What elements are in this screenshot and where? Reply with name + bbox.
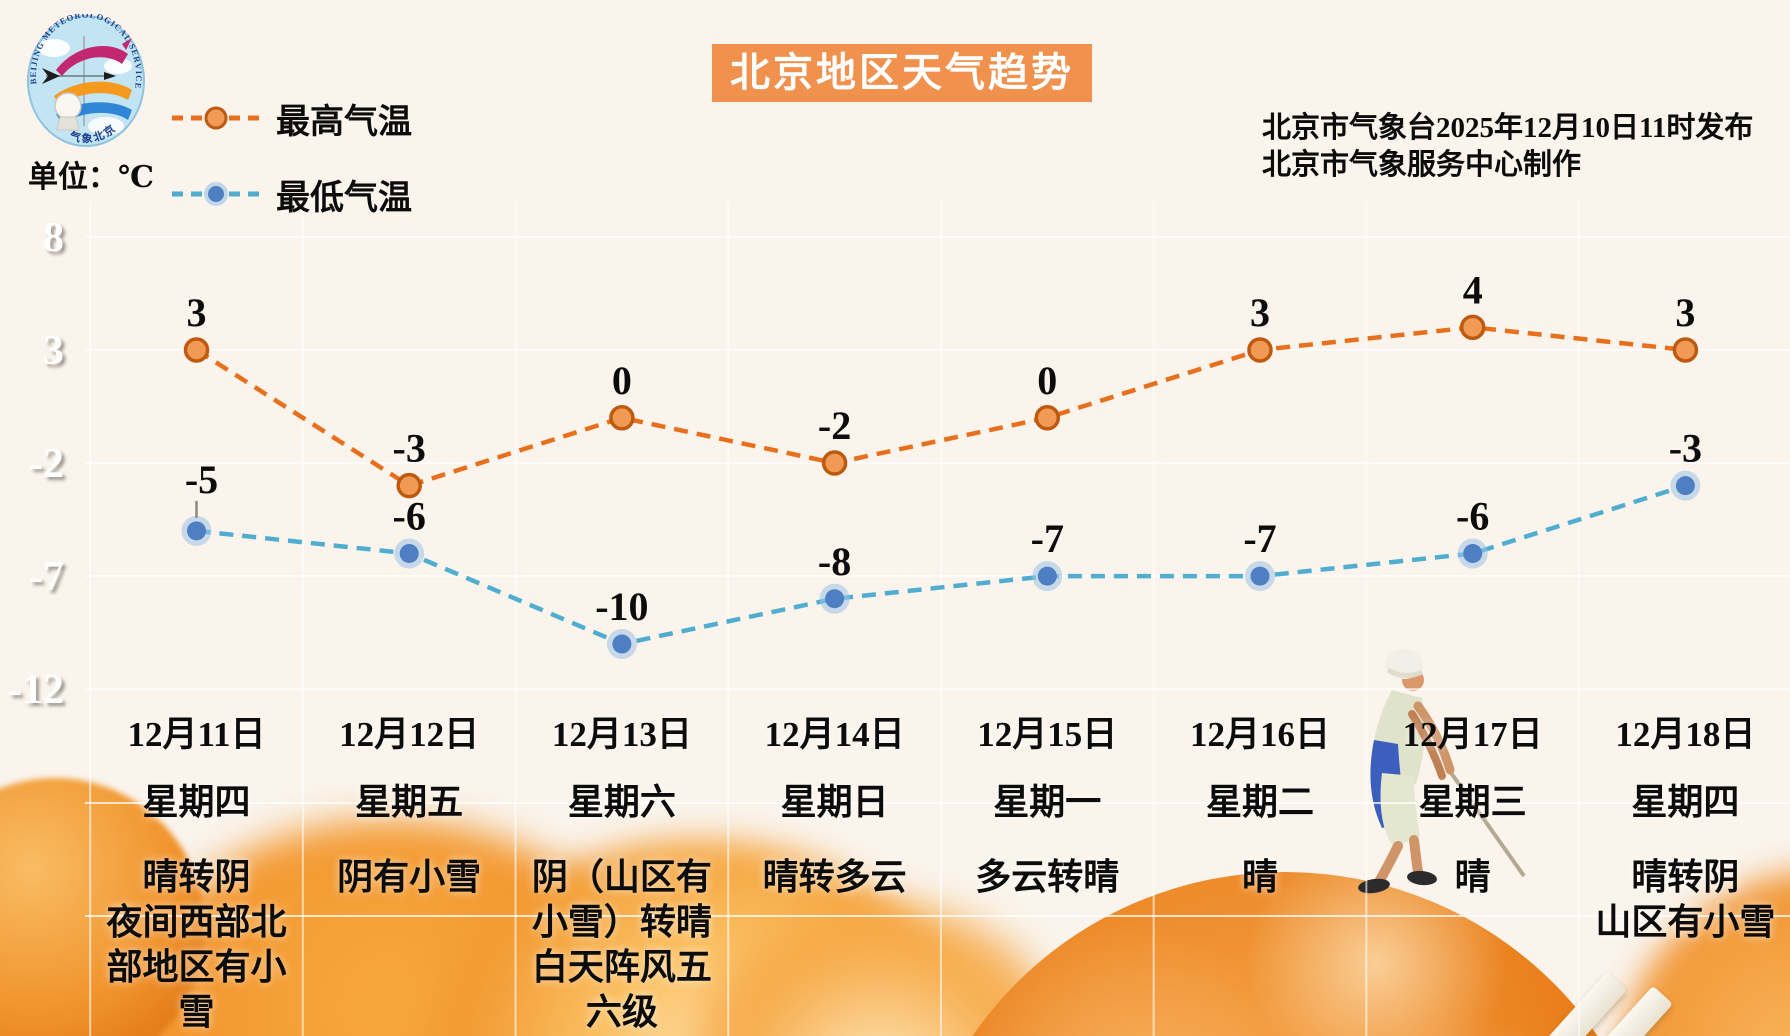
- low-temp-data-point: [1250, 566, 1270, 586]
- logo-cloud: [88, 117, 124, 135]
- day-date-label: 12月18日: [1615, 715, 1756, 754]
- day-date-label: 12月11日: [127, 715, 266, 754]
- logo-red-ribbon: [56, 46, 128, 76]
- issuer-info: 北京市气象台2025年12月10日11时发布 北京市气象服务中心制作: [1262, 110, 1753, 184]
- high-temp-value-label: 3: [187, 290, 207, 335]
- figure-shoe: [1407, 870, 1437, 886]
- y-axis-tick-label: 8: [43, 215, 64, 261]
- low-temp-value-label: -3: [1669, 426, 1702, 471]
- high-temp-data-point: [1034, 405, 1061, 431]
- low-temp-data-point-halo: [1457, 538, 1488, 569]
- issuer-line-2: 北京市气象服务中心制作: [1262, 149, 1582, 181]
- y-axis-tick-label: -7: [29, 554, 64, 600]
- low-temp-value-label: -5: [185, 457, 218, 502]
- legend-item-low: 最低气温: [170, 168, 412, 220]
- day-weekday-label: 星期一: [993, 782, 1102, 822]
- issuer-line-1: 北京市气象台2025年12月10日11时发布: [1262, 112, 1754, 144]
- low-temp-data-point: [1463, 544, 1483, 564]
- low-temp-data-point: [825, 589, 845, 609]
- high-temp-data-point: [396, 472, 422, 499]
- figure-arm: [1408, 710, 1446, 780]
- day-weather-text: 多云转晴: [941, 855, 1154, 900]
- high-temp-data-point: [1672, 337, 1699, 363]
- logo-radar-dome: [54, 92, 82, 120]
- day-date-label: 12月15日: [977, 715, 1118, 754]
- logo-cloud: [104, 58, 132, 74]
- chart-legend: 最高气温 最低气温: [170, 92, 412, 244]
- day-date-label: 12月13日: [551, 715, 692, 754]
- high-temp-value-label: 0: [1037, 358, 1057, 403]
- logo-wind-arrow-tip: [104, 72, 116, 80]
- day-weekday-label: 星期六: [567, 782, 676, 822]
- low-temp-data-point-halo: [1670, 470, 1701, 501]
- low-temp-data-point-halo: [819, 583, 850, 614]
- weather-line: 多云转晴: [975, 857, 1120, 897]
- low-temp-value-label: -7: [1031, 516, 1064, 561]
- high-temp-data-point: [183, 337, 210, 363]
- high-temp-value-label: -3: [393, 426, 426, 471]
- unit-label: 单位：℃: [28, 161, 154, 194]
- beijing-meteorological-service-logo: BEIJING METEOROLOGICAL SERVICE 气象北京: [27, 14, 145, 147]
- legend-item-high: 最高气温: [170, 92, 412, 144]
- broom-handle: [1447, 768, 1526, 878]
- day-weekday-label: 星期四: [1631, 782, 1740, 822]
- high-temp-data-point: [1459, 314, 1486, 341]
- high-temp-data-point: [821, 450, 848, 476]
- figure-leg: [1409, 835, 1423, 877]
- day-date-label: 12月14日: [764, 715, 905, 754]
- low-temp-data-point: [1675, 476, 1695, 496]
- day-date-label: 12月12日: [339, 715, 480, 754]
- corner-orange-fruit: [0, 778, 205, 1036]
- high-temp-value-label: 3: [1675, 290, 1695, 335]
- high-temp-value-label: 3: [1250, 290, 1270, 335]
- low-temp-value-label: -10: [595, 584, 648, 629]
- low-temp-data-point-halo: [606, 629, 637, 659]
- miniature-sweeper-figure: [1358, 649, 1526, 894]
- low-temp-data-point: [399, 544, 419, 564]
- low-temp-value-label: -6: [1456, 494, 1489, 539]
- page-title: 北京地区天气趋势: [712, 44, 1092, 102]
- legend-label-low: 最低气温: [276, 179, 412, 217]
- low-temp-data-point: [187, 521, 206, 541]
- figure-skirt: [1380, 773, 1420, 848]
- low-temp-data-point: [612, 634, 632, 654]
- high-temp-value-label: 0: [612, 358, 632, 403]
- low-temp-value-label: -8: [818, 539, 851, 584]
- high-temp-series-line: [195, 325, 1686, 489]
- low-temp-data-point-halo: [1245, 561, 1275, 592]
- figure-leg: [1375, 841, 1403, 885]
- figure-cap-band: [1386, 667, 1424, 678]
- y-axis-tick-label: -2: [29, 441, 64, 487]
- logo-cloud: [38, 39, 70, 57]
- low-temp-data-point-halo: [1032, 561, 1063, 592]
- logo-radar-tower: [56, 116, 80, 131]
- high-temp-data-point: [609, 405, 635, 431]
- y-axis-tick-label: 3: [43, 328, 64, 374]
- low-temp-line-icon: [172, 182, 260, 206]
- y-axis-tick-label: -12: [8, 667, 64, 713]
- high-temp-data-point: [1247, 337, 1273, 363]
- low-temp-value-label: -7: [1243, 516, 1276, 561]
- logo-rocket: [122, 38, 132, 50]
- low-temp-value-label: -6: [393, 494, 426, 539]
- low-temp-data-point: [1037, 566, 1057, 586]
- low-temp-data-point-halo: [394, 538, 425, 569]
- legend-label-high: 最高气温: [276, 103, 412, 141]
- day-column: 12月15日 星期一多云转晴: [941, 700, 1154, 900]
- high-temp-line-icon: [172, 106, 260, 130]
- day-weekday-label: 星期日: [780, 782, 889, 822]
- high-temp-value-label: 4: [1463, 267, 1483, 312]
- day-weekday-label: 星期五: [355, 782, 464, 822]
- low-temp-data-point-halo: [181, 515, 212, 546]
- logo-wind-arrow: [42, 68, 60, 84]
- logo-orange-ribbon: [54, 81, 132, 106]
- high-temp-value-label: -2: [818, 403, 851, 448]
- figure-arm: [1413, 701, 1455, 775]
